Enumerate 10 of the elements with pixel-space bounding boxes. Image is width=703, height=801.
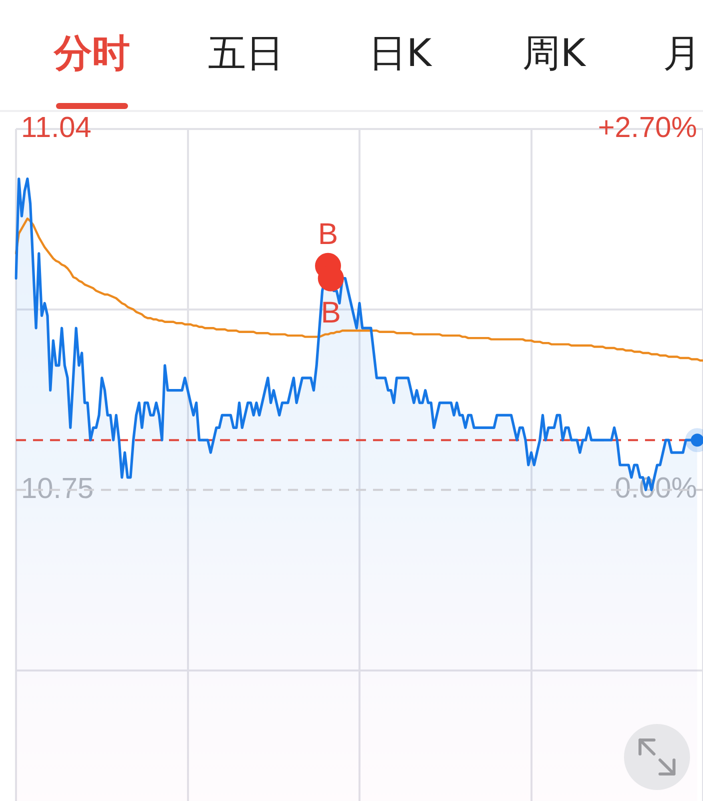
text: 月 — [663, 30, 701, 76]
annotation: B — [318, 218, 338, 252]
annotation: B — [320, 296, 341, 330]
text: 分时 — [54, 30, 130, 76]
text: 日K — [368, 30, 432, 76]
text: 周K — [522, 30, 586, 76]
y-tick-label: 11.04 — [21, 112, 92, 144]
text: 五日 — [208, 30, 284, 76]
y2-tick-label: +2.70% — [598, 112, 697, 144]
y-tick-label: 10.75 — [21, 472, 94, 505]
